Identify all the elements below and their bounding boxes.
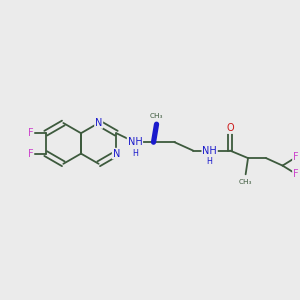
Text: CH₃: CH₃ <box>150 113 163 119</box>
Text: F: F <box>293 152 298 162</box>
Text: H: H <box>132 149 138 158</box>
Text: CH₃: CH₃ <box>239 179 252 185</box>
Text: N: N <box>95 118 102 128</box>
Text: F: F <box>293 169 298 179</box>
Text: F: F <box>28 148 34 159</box>
Text: NH: NH <box>128 137 142 147</box>
Text: O: O <box>226 123 234 133</box>
Text: NH: NH <box>202 146 217 156</box>
Text: N: N <box>112 148 120 159</box>
Text: F: F <box>28 128 34 138</box>
Text: H: H <box>207 157 213 166</box>
